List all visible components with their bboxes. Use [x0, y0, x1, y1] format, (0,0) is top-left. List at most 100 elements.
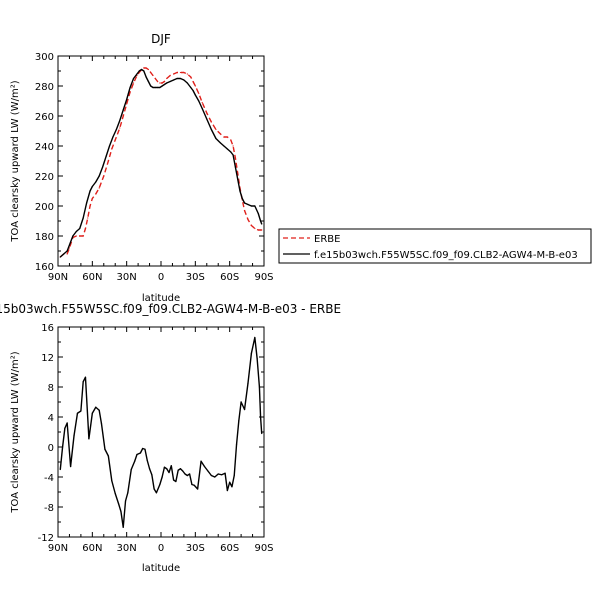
top-series-1-point — [250, 205, 253, 207]
top-series-1-point — [239, 190, 241, 192]
top-series-1-point — [102, 166, 104, 168]
top-series-1-point — [129, 86, 131, 89]
bottom-series-0-point — [168, 471, 170, 474]
bottom-xtick-label: 30S — [186, 543, 205, 554]
bottom-series-0-point — [240, 401, 242, 403]
top-series-1-point — [254, 205, 256, 207]
top-series-1-point — [156, 86, 159, 89]
bottom-series-0-point — [104, 448, 106, 450]
top-xtick-label: 60N — [82, 272, 102, 283]
bottom-series-0-point — [130, 468, 132, 471]
top-series-0-point — [172, 73, 175, 75]
bottom-series-0-point — [233, 474, 235, 477]
top-series-1-point — [243, 202, 246, 204]
top-series-0-point — [243, 209, 246, 212]
legend-label-erbe: ERBE — [314, 234, 340, 245]
bottom-series-0-point — [258, 386, 261, 388]
bottom-ytick-label: 8 — [48, 383, 54, 394]
bottom-series-0-point — [191, 483, 193, 486]
top-ytick-label: 300 — [35, 52, 54, 63]
bottom-series-0-point — [155, 492, 158, 494]
bottom-chart: f.e15b03wch.F55W5SC.f09_f09.CLB2-AGW4-M-… — [0, 302, 341, 574]
top-series-1-point — [98, 175, 100, 177]
bottom-series-0-point — [203, 465, 206, 468]
top-ytick-label: 160 — [35, 262, 54, 273]
top-series-1-point — [183, 79, 185, 81]
top-series-0-point — [163, 80, 166, 83]
top-series-1-point — [95, 181, 97, 183]
legend-label-model: f.e15b03wch.F55W5SC.f09_f09.CLB2-AGW4-M-… — [314, 250, 578, 261]
top-series-1-point — [219, 142, 222, 144]
top-xtick-label: 90N — [48, 272, 68, 283]
top-ytick-label: 260 — [35, 112, 54, 123]
top-series-0-point — [107, 160, 109, 162]
top-series-1-point — [136, 73, 138, 75]
top-series-1-point — [122, 109, 124, 111]
bottom-series-0-point — [170, 465, 172, 467]
top-series-0-point — [161, 82, 163, 84]
bottom-series-0-point — [146, 459, 148, 462]
bottom-series-0-point — [107, 455, 109, 457]
bottom-series-0-point — [161, 476, 163, 478]
bottom-series-0-point — [122, 526, 124, 528]
top-series-1-point — [237, 178, 239, 180]
top-series-0-point — [95, 193, 97, 195]
bottom-series-0-point — [127, 492, 129, 494]
top-series-0-point — [190, 76, 192, 78]
top-series-0-point — [89, 205, 91, 207]
top-ytick-label: 200 — [35, 202, 54, 213]
bottom-series-0-point — [91, 412, 93, 414]
top-series-0-point — [192, 80, 194, 83]
bottom-series-0-point — [184, 473, 186, 475]
bottom-series-0-point — [243, 408, 246, 411]
top-series-1-point — [145, 76, 147, 78]
bottom-series-0-point — [247, 382, 249, 384]
bottom-series-0-point — [98, 409, 100, 411]
top-ytick-label: 180 — [35, 232, 54, 243]
bottom-ytick-label: 16 — [41, 323, 54, 334]
bottom-series-0-point — [76, 412, 79, 414]
top-series-1-point — [86, 202, 88, 204]
bottom-series-0-point — [261, 432, 263, 435]
top-series-1-point — [179, 77, 182, 80]
bottom-series-0-point — [179, 468, 182, 470]
top-series-1-point — [186, 82, 188, 84]
bottom-series-0-point — [186, 474, 188, 477]
top-series-0-line — [59, 67, 262, 258]
top-series-0-point — [119, 127, 121, 129]
bottom-ytick-label: 4 — [48, 413, 54, 424]
bottom-series-0-point — [250, 352, 253, 354]
bottom-chart-title: f.e15b03wch.F55W5SC.f09_f09.CLB2-AGW4-M-… — [0, 302, 341, 316]
bottom-series-0-point — [139, 452, 141, 454]
bottom-xtick-label: 0 — [158, 543, 164, 554]
top-series-0-point — [201, 101, 203, 104]
bottom-series-0-point — [200, 460, 202, 462]
top-series-1-point — [261, 223, 263, 225]
bottom-series-0-point — [95, 406, 97, 408]
bottom-series-0-point — [238, 420, 240, 422]
top-series-1-point — [206, 118, 208, 120]
bottom-series-0-point — [66, 422, 68, 424]
top-series-1-point — [226, 148, 228, 150]
top-xtick-label: 30N — [117, 272, 137, 283]
top-series-0-point — [145, 67, 147, 69]
top-series-0-point — [215, 128, 217, 131]
top-series-1-point — [194, 94, 196, 96]
top-series-1-point — [210, 128, 212, 131]
top-chart: DJF latitude TOA clearsky upward LW (W/m… — [10, 32, 274, 304]
bottom-series-0-point — [136, 453, 138, 456]
legend: ERBE f.e15b03wch.F55W5SC.f09_f09.CLB2-AG… — [278, 228, 592, 264]
bottom-series-0-point — [229, 481, 231, 483]
top-series-0-point — [210, 121, 212, 123]
top-series-0-point — [87, 217, 89, 219]
top-series-1-point — [198, 100, 200, 102]
top-series-1-point — [79, 227, 81, 230]
top-series-1-point — [176, 77, 178, 80]
top-series-1-line — [59, 68, 263, 258]
top-series-1-point — [126, 98, 128, 101]
top-series-1-point — [232, 154, 234, 156]
top-series-1-point — [89, 190, 91, 192]
bottom-series-0-point — [82, 381, 84, 383]
top-series-1-point — [138, 70, 140, 72]
